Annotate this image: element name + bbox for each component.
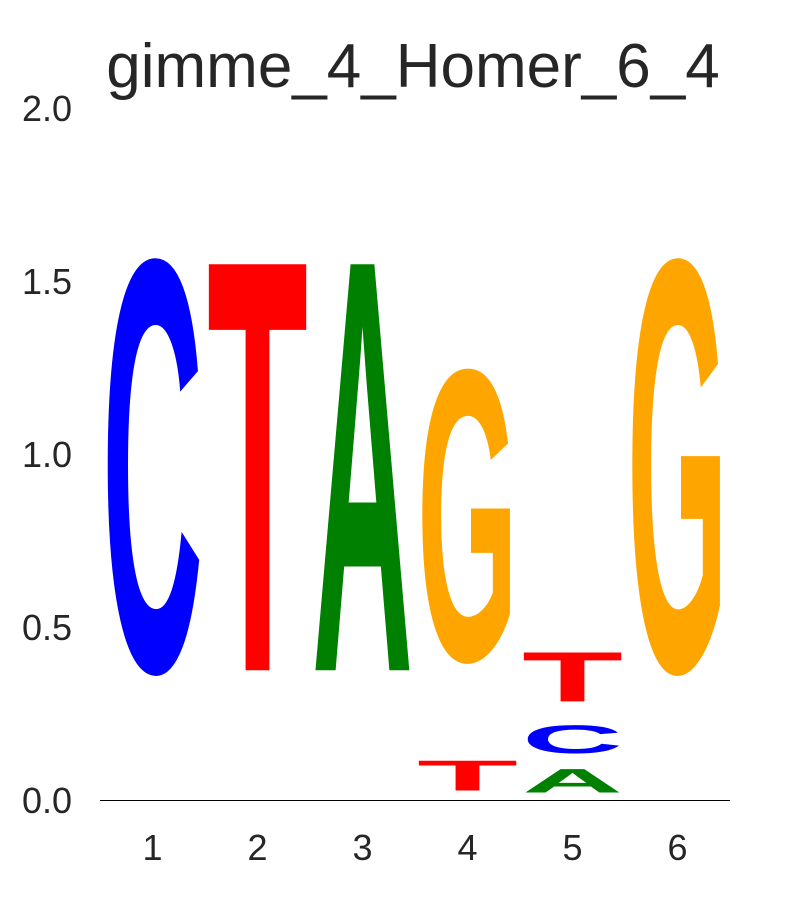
x-tick-label: 6 [667, 827, 687, 868]
logo-letter-t: T [522, 637, 623, 716]
y-tick-label: 0.5 [22, 607, 72, 648]
x-axis: 1 2 3 4 5 6 [142, 827, 687, 868]
x-tick-label: 1 [142, 827, 162, 868]
y-axis: 0.0 0.5 1.0 1.5 2.0 [22, 88, 72, 821]
logo-letter-g: G [627, 136, 728, 796]
y-tick-label: 0.0 [22, 780, 72, 821]
y-tick-label: 1.5 [22, 261, 72, 302]
logo-letter-t: T [207, 136, 308, 795]
chart-title: gimme_4_Homer_6_4 [106, 32, 719, 101]
logo-letter-t: T [417, 751, 518, 799]
logo-letter-g: G [417, 283, 518, 749]
y-tick-label: 2.0 [22, 88, 72, 129]
logo-letter-c: C [522, 717, 623, 762]
x-tick-label: 5 [562, 827, 582, 868]
logo-letter-a: A [522, 762, 623, 800]
x-tick-label: 3 [352, 827, 372, 868]
logo-letter-c: C [102, 136, 203, 795]
x-tick-label: 2 [247, 827, 267, 868]
x-tick-label: 4 [457, 827, 477, 868]
logo-letter-a: A [312, 136, 413, 795]
y-tick-label: 1.0 [22, 434, 72, 475]
